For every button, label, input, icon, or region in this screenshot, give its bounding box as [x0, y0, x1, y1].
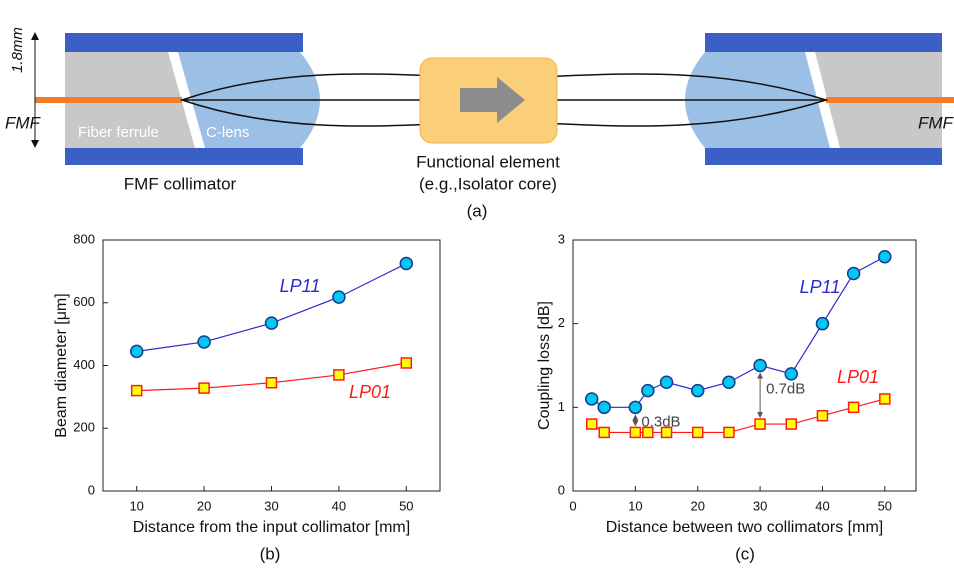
- marker: [265, 377, 278, 389]
- x-tick-label: 0: [569, 498, 576, 513]
- marker: [641, 383, 655, 398]
- marker: [784, 367, 799, 381]
- marker: [629, 426, 642, 439]
- x-axis-label: Distance from the input collimator [mm]: [133, 519, 410, 536]
- marker: [399, 256, 414, 271]
- marker: [754, 418, 766, 430]
- annotation: 0.3dB: [641, 413, 680, 430]
- x-tick-label: 50: [878, 498, 892, 513]
- x-tick-label: 10: [628, 498, 642, 513]
- annotation: 0.7dB: [766, 380, 805, 397]
- thickness-label: 1.8mm: [9, 27, 26, 73]
- marker: [879, 393, 891, 405]
- arrowhead: [632, 420, 639, 427]
- marker: [400, 357, 413, 369]
- y-axis-label: Beam diameter [μm]: [53, 293, 70, 437]
- arrowhead: [632, 414, 639, 421]
- marker: [785, 418, 798, 430]
- marker: [816, 409, 829, 422]
- diagram: 1.8mm FMF FMF Fiber ferrule C-lens FMF c…: [5, 27, 954, 220]
- marker: [264, 316, 279, 330]
- fiber-label: FMF: [918, 113, 954, 132]
- y-tick-label: 1: [558, 399, 565, 414]
- x-tick-label: 40: [815, 498, 829, 513]
- marker: [129, 344, 144, 359]
- y-tick-label: 200: [73, 420, 95, 435]
- marker: [753, 358, 767, 373]
- series-line: [136, 262, 407, 352]
- housing: [65, 148, 303, 165]
- marker: [660, 426, 673, 439]
- housing: [705, 148, 942, 165]
- x-tick-label: 30: [264, 498, 278, 513]
- x-tick-label: 20: [690, 498, 704, 513]
- y-tick-label: 2: [558, 315, 565, 330]
- arrowhead: [757, 372, 764, 379]
- series-label: LP11: [800, 277, 841, 297]
- y-axis-label: Coupling loss [dB]: [536, 301, 553, 430]
- element-label: Functional element: [416, 152, 560, 171]
- marker: [722, 375, 736, 389]
- fiber-label: FMF: [5, 113, 42, 132]
- arrowhead: [31, 140, 39, 148]
- marker: [130, 384, 143, 397]
- marker: [198, 382, 210, 394]
- marker: [332, 290, 346, 304]
- x-axis-label: Distance between two collimators [mm]: [606, 519, 883, 536]
- plot-frame: [572, 239, 917, 492]
- marker: [585, 418, 598, 430]
- marker: [690, 383, 705, 398]
- marker: [659, 375, 674, 389]
- series-label: LP11: [280, 276, 321, 296]
- y-tick-label: 600: [73, 294, 95, 309]
- marker: [333, 369, 345, 381]
- marker: [691, 426, 704, 439]
- y-tick-label: 3: [558, 231, 565, 246]
- y-tick-label: 0: [558, 482, 565, 497]
- marker: [598, 426, 610, 439]
- series-label: LP01: [349, 382, 391, 402]
- collimator-label: FMF collimator: [124, 174, 237, 193]
- housing: [705, 33, 942, 52]
- y-tick-label: 400: [73, 357, 95, 372]
- x-tick-label: 50: [399, 498, 413, 513]
- ferrule-label: Fiber ferrule: [78, 124, 159, 141]
- marker: [628, 400, 643, 415]
- y-tick-label: 800: [73, 231, 95, 246]
- panel-label: (a): [467, 201, 488, 220]
- marker: [642, 426, 654, 439]
- arrowhead: [757, 412, 764, 419]
- housing: [65, 33, 303, 52]
- arrowhead: [31, 32, 39, 40]
- panel-label: (b): [260, 544, 281, 563]
- panel-label: (c): [735, 544, 755, 563]
- marker: [846, 266, 861, 281]
- lens-label: C-lens: [206, 124, 249, 141]
- marker: [597, 400, 611, 415]
- x-tick-label: 20: [197, 498, 211, 513]
- series-label: LP01: [837, 367, 879, 387]
- marker: [847, 401, 860, 414]
- marker: [197, 335, 211, 349]
- marker: [815, 316, 830, 331]
- x-tick-label: 40: [332, 498, 346, 513]
- y-tick-label: 0: [88, 482, 95, 497]
- marker: [878, 249, 892, 264]
- element-note: (e.g.,Isolator core): [419, 174, 557, 193]
- x-tick-label: 30: [753, 498, 767, 513]
- marker: [723, 426, 735, 439]
- x-tick-label: 10: [129, 498, 143, 513]
- marker: [584, 392, 599, 406]
- arrow: [460, 77, 525, 123]
